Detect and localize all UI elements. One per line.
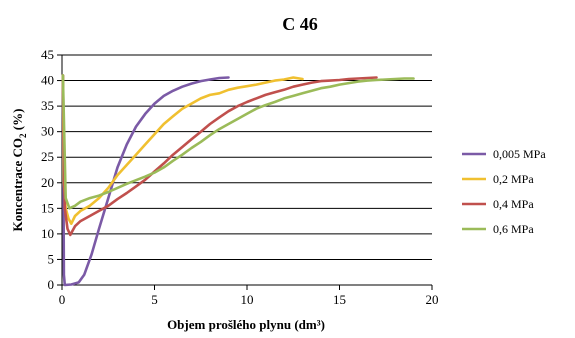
y-tick-label-4: 20 — [41, 175, 54, 190]
y-tick-label-2: 10 — [41, 226, 54, 241]
x-tick-label-3: 15 — [333, 292, 346, 307]
legend-label-1: 0,005 MPa — [493, 147, 546, 161]
legend: 0,005 MPa 0,2 MPa 0,4 MPa 0,6 MPa — [462, 147, 546, 236]
y-tick-label-1: 5 — [48, 251, 55, 266]
y-axis-label: Koncentrace CO2 (%) — [10, 109, 28, 232]
x-tick-label-1: 5 — [151, 292, 158, 307]
legend-label-2: 0,2 MPa — [493, 172, 534, 186]
series-line-3 — [61, 74, 378, 237]
y-tick-label-7: 35 — [41, 98, 54, 113]
x-tick-label-2: 10 — [241, 292, 254, 307]
axes — [57, 54, 433, 290]
y-axis-label-sub: 2 — [18, 133, 28, 138]
series-line-1 — [61, 74, 230, 287]
series-layer — [61, 74, 415, 287]
x-tick-label-0: 0 — [59, 292, 66, 307]
y-axis-label-main: Koncentrace CO — [10, 138, 25, 232]
grid-lines — [62, 54, 432, 260]
y-tick-label-8: 40 — [41, 73, 54, 88]
series-line-2 — [61, 74, 304, 225]
y-tick-label-9: 45 — [41, 47, 54, 62]
y-tick-label-0: 0 — [48, 277, 55, 292]
tick-labels: 0 5 10 15 20 0 5 10 15 20 25 30 35 40 45 — [41, 47, 439, 307]
legend-label-3: 0,4 MPa — [493, 197, 534, 211]
x-axis-label: Objem prošlého plynu (dm³) — [167, 317, 325, 332]
y-tick-label-5: 25 — [41, 149, 54, 164]
y-tick-label-3: 15 — [41, 200, 54, 215]
series-line-4 — [61, 74, 415, 210]
y-axis-label-tail: (%) — [10, 109, 25, 134]
y-tick-label-6: 30 — [41, 124, 54, 139]
legend-label-4: 0,6 MPa — [493, 222, 534, 236]
chart-title: C 46 — [282, 14, 318, 34]
x-tick-label-4: 20 — [426, 292, 439, 307]
